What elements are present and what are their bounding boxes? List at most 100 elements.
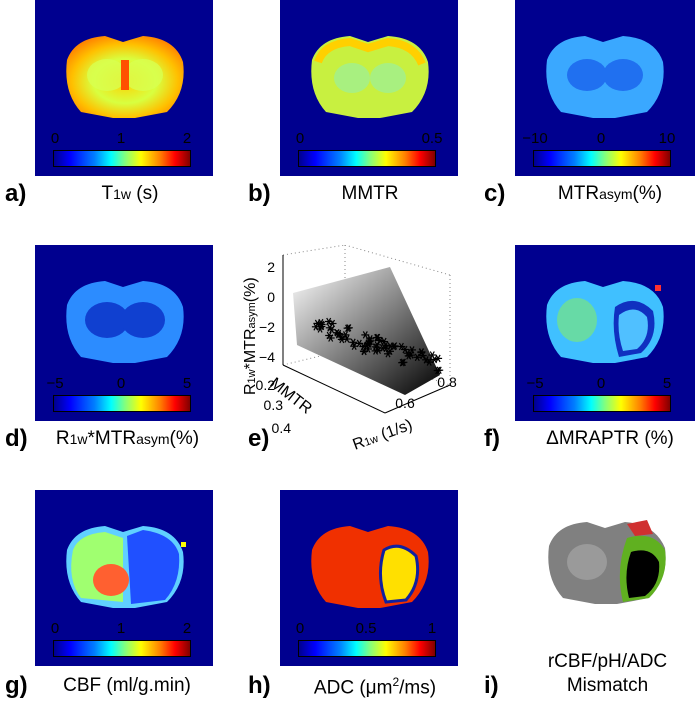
tick-d-1: 0 <box>116 375 126 392</box>
scatter-point-stroke <box>350 338 356 347</box>
tick-f-0: −5 <box>526 375 544 392</box>
scatter-point-stroke <box>391 342 397 351</box>
caption-f: ΔMRAPTR (%) <box>546 428 674 449</box>
tick-f-2: 5 <box>662 375 672 392</box>
scatter-point-stroke <box>423 356 429 364</box>
colorbar-a <box>53 150 191 167</box>
caption-i: rCBF/pH/ADC Mismatch <box>525 650 690 698</box>
scatter-point-stroke <box>339 335 345 344</box>
y-axis-line <box>384 384 451 414</box>
caption-g: CBF (ml/g.min) <box>63 675 191 696</box>
scatter-point-stroke <box>414 353 420 362</box>
r1w-mtrasym-brain-map <box>66 281 184 363</box>
ytick-0: 0.2 <box>256 377 276 393</box>
tick-a-0: 0 <box>50 130 60 147</box>
caption-i-line2: Mismatch <box>566 675 649 696</box>
scatter-point-stroke <box>409 346 415 354</box>
panel-f-dmraptr-map: −5 0 5 <box>515 245 695 421</box>
panel-letter-a: a) <box>5 180 27 207</box>
colorbar-c <box>533 150 671 167</box>
ztick-3: −4 <box>259 349 275 365</box>
panel-letter-b: b) <box>248 180 271 207</box>
tick-g-1: 1 <box>116 620 126 637</box>
tick-f-1: 0 <box>596 375 606 392</box>
scatter-point-stroke <box>362 331 368 339</box>
scatter-point-stroke <box>408 351 414 359</box>
panel-b-mmtr-map: 0 0.5 <box>280 0 458 176</box>
caption-c-unit: (%) <box>632 183 663 204</box>
dmraptr-brain-map <box>546 281 664 363</box>
ytick-2: 0.4 <box>272 420 292 436</box>
panel-g-cbf-map: 0 1 2 <box>35 490 213 666</box>
caption-b: MMTR <box>341 183 399 204</box>
scatter-point-stroke <box>346 324 352 332</box>
caption-a: T1w (s) <box>70 183 190 205</box>
scatter-point-stroke <box>418 348 425 356</box>
panel-letter-g: g) <box>5 672 28 699</box>
mismatch-brain-map <box>548 520 666 604</box>
caption-h: ADC (μm2/ms) <box>290 675 460 699</box>
tick-g-0: 0 <box>50 620 60 637</box>
scatter-point-stroke <box>402 345 408 354</box>
scatter-point-stroke <box>356 339 362 348</box>
tick-c-1: 0 <box>596 130 606 147</box>
caption-a-sub: 1w <box>113 186 132 202</box>
caption-c: MTRasym(%) <box>535 183 685 205</box>
tick-h-0: 0 <box>295 620 305 637</box>
scatter-point-stroke <box>383 341 389 350</box>
scatter-point-stroke <box>435 366 441 375</box>
caption-d-unit: (%) <box>169 428 200 449</box>
tick-d-2: 5 <box>182 375 192 392</box>
t1w-brain-map <box>66 36 184 118</box>
panel-a-t1w-map: 0 1 2 <box>35 0 213 176</box>
scatter-point-stroke <box>377 336 383 345</box>
ztick-1: 0 <box>267 289 275 305</box>
mtrasym-brain-map <box>546 36 664 118</box>
scatter-point-stroke <box>327 324 333 332</box>
x-axis-line <box>282 364 386 414</box>
scatter-point-stroke <box>328 334 334 342</box>
xlabel: R1w (1/s) <box>351 417 415 454</box>
panel-e-3d-plot: 2 0 −2 −4 0.2 0.3 0.4 0.6 0.8 R1w*MTRasy… <box>235 245 480 455</box>
mmtr-brain-map <box>311 36 429 118</box>
caption-d-sub: 1w <box>69 431 88 447</box>
ztick-2: −2 <box>259 319 275 335</box>
panel-letter-i: i) <box>484 672 499 699</box>
caption-a-unit: (s) <box>131 183 159 204</box>
caption-d: R1w*MTRasym(%) <box>40 428 215 450</box>
scatter-point-stroke <box>318 318 324 327</box>
caption-h-b: /ms) <box>399 677 437 699</box>
panel-letter-c: c) <box>484 180 506 207</box>
caption-h-a: ADC ( <box>313 677 366 699</box>
colorbar-h <box>298 640 436 657</box>
tick-b-1: 0.5 <box>421 130 443 147</box>
plot-3d-svg: 2 0 −2 −4 0.2 0.3 0.4 0.6 0.8 R1w*MTRasy… <box>242 245 457 454</box>
caption-d-sub2: asym <box>136 431 170 447</box>
scatter-point-stroke <box>375 346 382 355</box>
scatter-point-stroke <box>373 342 379 351</box>
caption-d-quantity: R <box>55 428 70 449</box>
panel-d-r1w-mtrasym-map: −5 0 5 <box>35 245 213 421</box>
tick-a-2: 2 <box>182 130 192 147</box>
tick-c-2: 10 <box>658 130 676 147</box>
panel-c-mtrasym-map: −10 0 10 <box>515 0 695 176</box>
scatter-point-stroke <box>326 317 332 326</box>
scatter-point-stroke <box>361 347 367 355</box>
zlabel: R1w*MTRasym(%) <box>242 277 259 395</box>
fit-plane <box>293 267 440 395</box>
colorbar-f <box>533 395 671 412</box>
panel-letter-d: d) <box>5 425 28 452</box>
colorbar-b <box>298 150 436 167</box>
scatter-point-stroke <box>313 323 319 331</box>
xtick-0: 0.6 <box>395 395 415 411</box>
scatter-point-stroke <box>400 358 406 367</box>
colorbar-g <box>53 640 191 657</box>
tick-a-1: 1 <box>116 130 126 147</box>
panel-h-adc-map: 0 0.5 1 <box>280 490 458 666</box>
scatter-point-stroke <box>429 351 435 359</box>
scatter-point-stroke <box>344 335 350 343</box>
caption-a-quantity: T <box>101 183 114 204</box>
caption-d-mid: *MTR <box>87 428 137 449</box>
caption-c-quantity: MTR <box>557 183 600 204</box>
adc-brain-map <box>311 526 429 608</box>
